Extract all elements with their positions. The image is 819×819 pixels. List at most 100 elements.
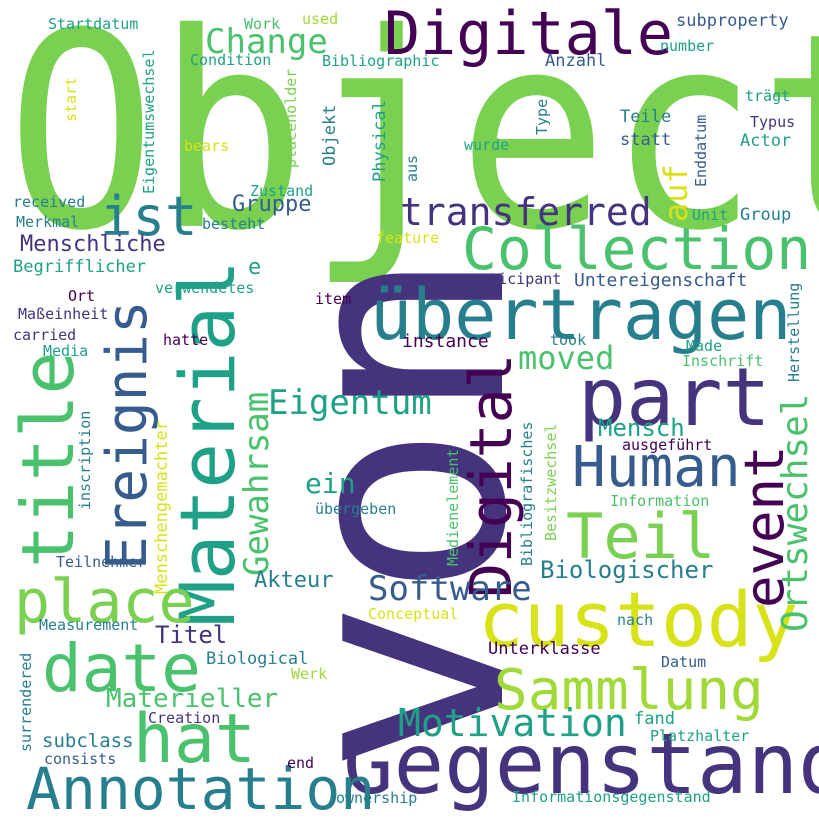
word-eigentumswechsel: Eigentumswechsel	[140, 49, 158, 195]
word-besitzwechsel: Besitzwechsel	[542, 423, 560, 541]
word-gegenstand: Gegenstand	[343, 715, 819, 813]
word-took: took	[550, 331, 587, 349]
word-teil: Teil	[566, 500, 716, 573]
word-wurde: wurde	[464, 136, 510, 154]
word-materieller: Materieller	[106, 684, 279, 714]
word-medienelement: Medienelement	[444, 448, 462, 566]
word-begrifflicher: Begrifflicher	[13, 257, 147, 277]
word-human: Human	[572, 435, 741, 500]
word-ownership: ownership	[336, 789, 418, 807]
word-titel: Titel	[155, 621, 228, 649]
word-ort: Ort	[68, 287, 96, 305]
word-teilnehmer: Teilnehmer	[56, 553, 147, 571]
word-measurement: Measurement	[39, 616, 139, 634]
word-ortswechsel: Ortswechsel	[775, 393, 816, 632]
word-menschengemachter: Menschengemachter	[152, 420, 172, 594]
word-subproperty: subproperty	[676, 11, 789, 31]
word-item: item	[315, 290, 352, 308]
word-fand: fand	[634, 709, 675, 729]
word-date: date	[42, 630, 201, 707]
word-teile: Teile	[620, 107, 672, 127]
word-gruppe: Gruppe	[232, 192, 312, 217]
word-inscription: inscription	[76, 410, 94, 510]
word-received: received	[13, 193, 86, 211]
word-ein: ein	[305, 467, 356, 500]
word-besteht: besteht	[202, 215, 266, 233]
word-digital: Digital	[457, 353, 525, 598]
word-transferred: transferred	[400, 190, 652, 234]
word-title: title	[6, 351, 90, 568]
word-end: end	[287, 754, 315, 772]
word-bibliografisches: Bibliografisches	[518, 421, 536, 567]
word-digitale: Digitale	[384, 0, 673, 69]
word-ubertragen: übertragen	[370, 274, 792, 356]
word-verwendetes: verwendetes	[155, 279, 255, 297]
word-subclass: subclass	[42, 730, 134, 752]
word-ereignis: Ereignis	[95, 300, 160, 570]
word-start: start	[62, 76, 80, 122]
word-type: Type	[533, 98, 551, 135]
word-hat: hat	[133, 700, 256, 779]
word-bibliographic: Bibliographic	[322, 52, 440, 70]
word-placeholder: placeholder	[282, 68, 300, 168]
word-akteur: Akteur	[254, 568, 334, 593]
word-objekt: Objekt	[320, 104, 340, 166]
word-sammlung: Sammlung	[494, 658, 764, 723]
word-statt: statt	[620, 130, 672, 150]
word-unterklasse: Unterklasse	[488, 639, 601, 659]
word-biologischer: Biologischer	[540, 556, 714, 584]
word-feature: feature	[376, 229, 440, 247]
word-collection: Collection	[462, 215, 812, 283]
word-moved: moved	[518, 339, 615, 377]
word-ist: ist	[100, 185, 198, 248]
word-instance: instance	[402, 331, 489, 352]
word-informationsgegenstand: Informationsgegenstand	[512, 788, 711, 806]
word-surrendered: surrendered	[17, 652, 35, 752]
word-group: Group	[740, 205, 792, 225]
word-massenheit: Maßeinheit	[18, 305, 109, 323]
word-datum: Datum	[661, 653, 707, 671]
word-aus: aus	[403, 154, 421, 182]
word-change: Change	[205, 22, 328, 62]
word-platzhalter: Platzhalter	[650, 727, 750, 745]
word-actor: Actor	[740, 131, 792, 151]
word-place: place	[14, 567, 195, 637]
word-custody: custody	[478, 575, 799, 664]
word-merkmal: Merkmal	[16, 213, 80, 231]
word-tragt: trägt	[745, 87, 791, 105]
word-nach: nach	[617, 611, 654, 629]
word-hatte: hatte	[163, 331, 209, 349]
word-menschliche: Menschliche	[20, 232, 166, 257]
word-startdatum: Startdatum	[48, 15, 139, 33]
word-untereigenschaft: Untereigenschaft	[574, 270, 748, 291]
word-mensch: Mensch	[598, 414, 685, 442]
word-made: Made	[686, 337, 723, 355]
word-inschrift: Inschrift	[682, 352, 764, 370]
word-media: Media	[43, 342, 89, 360]
word-work: Work	[244, 15, 281, 33]
word-physical: Physical	[370, 100, 390, 182]
word-motivation: Motivation	[398, 701, 627, 745]
word-creation: Creation	[148, 709, 221, 727]
word-software: Software	[368, 569, 532, 609]
word-gewahrsam: Gewahrsam	[237, 391, 277, 576]
word-ubergeben: übergeben	[315, 500, 397, 518]
word-unit: Unit	[692, 206, 729, 224]
word-carried: carried	[13, 326, 77, 344]
word-e: e	[248, 255, 262, 280]
word-condition: Condition	[190, 51, 272, 69]
word-object: Object	[6, 0, 819, 290]
word-number: number	[660, 37, 715, 55]
word-part: part	[578, 351, 771, 444]
word-werk: Werk	[291, 665, 328, 683]
word-zustand: Zustand	[250, 182, 314, 200]
word-conceptual: Conceptual	[368, 605, 459, 623]
word-bears: bears	[184, 137, 230, 155]
word-auf: auf	[657, 164, 695, 222]
word-typus: Typus	[750, 113, 796, 131]
word-eigentum: Eigentum	[268, 383, 432, 423]
word-enddatum: Enddatum	[692, 114, 710, 187]
word-biological: Biological	[206, 649, 309, 669]
word-information: Information	[610, 492, 710, 510]
